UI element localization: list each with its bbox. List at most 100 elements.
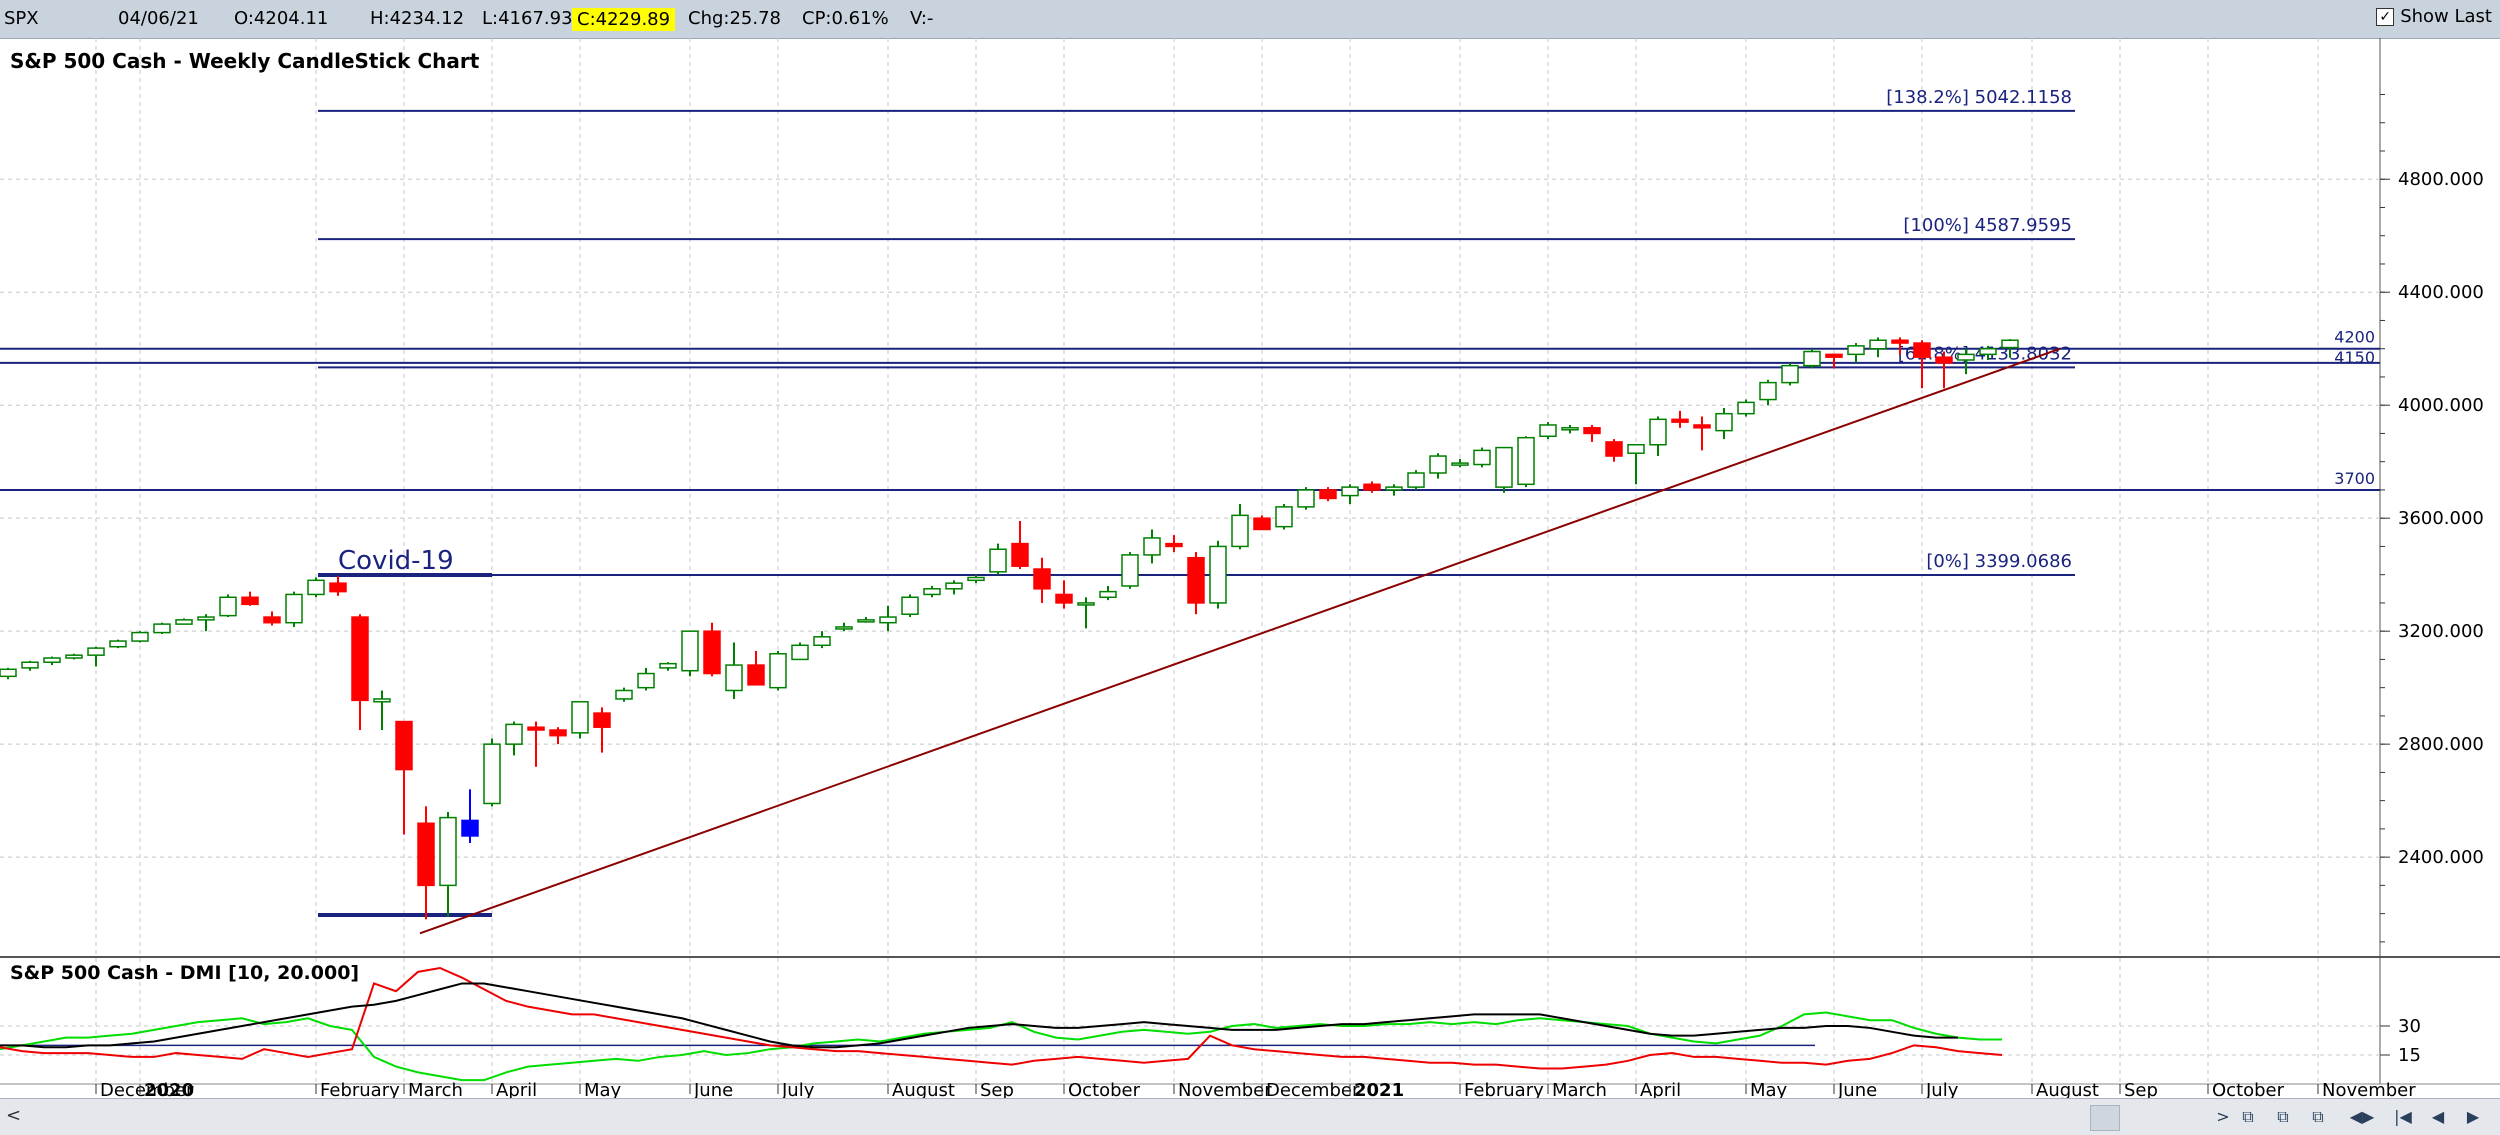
candle-body (1605, 441, 1623, 457)
candle-body (307, 579, 325, 596)
symbol-label: SPX (4, 8, 39, 29)
volume-label: V:- (910, 8, 934, 29)
scrollbar-thumb[interactable] (2090, 1105, 2120, 1131)
candle-body (1451, 462, 1469, 466)
change-pct-label: CP:0.61% (802, 8, 889, 29)
dmi-series-di-minus (0, 966, 2003, 1070)
time-tick-label: May (584, 1080, 622, 1098)
nav-button-3[interactable]: ⧉ (2312, 1107, 2324, 1126)
covid-annotation-label: Covid-19 (338, 546, 454, 576)
fib-level-label: [138.2%] 5042.1158 (1886, 87, 2072, 108)
horizontal-level-label: 4150 (2334, 348, 2375, 367)
candle-body (791, 644, 809, 661)
time-tick-label: April (496, 1080, 537, 1098)
dmi-chart-title: S&P 500 Cash - DMI [10, 20.000] (10, 962, 359, 984)
nav-button-6[interactable]: ◀ (2431, 1107, 2445, 1126)
nav-button-5[interactable]: |◀ (2394, 1107, 2412, 1126)
candle-body (637, 672, 655, 689)
nav-button-4[interactable]: ◀▶ (2349, 1107, 2375, 1126)
candle-body (1693, 424, 1711, 429)
chart-canvas[interactable]: [138.2%] 5042.1158[100%] 4587.9595[61.8%… (0, 38, 2500, 1098)
price-tick-label: 4800.000 (2398, 169, 2484, 190)
candle-body (681, 630, 699, 672)
low-label: L:4167.93 (482, 8, 573, 29)
change-label: Chg:25.78 (688, 8, 781, 29)
price-tick-label: 2400.000 (2398, 847, 2484, 868)
candle-body (967, 576, 985, 582)
price-tick-label: 2800.000 (2398, 734, 2484, 755)
time-tick-label: 2021 (1354, 1080, 1404, 1098)
candle-body (241, 596, 259, 606)
time-tick-label: March (408, 1080, 463, 1098)
candle-body (769, 653, 787, 689)
candle-body (1033, 568, 1051, 590)
time-tick-label: November (1178, 1080, 1272, 1098)
candle-body (87, 647, 105, 656)
candle-body (1737, 401, 1755, 415)
main-chart-title: S&P 500 Cash - Weekly CandleStick Chart (10, 49, 480, 73)
time-tick-label: November (2322, 1080, 2416, 1098)
show-last-toggle[interactable]: ✓ Show Last (2376, 6, 2492, 27)
nav-button-7[interactable]: ▶ (2466, 1107, 2480, 1126)
candle-body (813, 636, 831, 647)
candle-body (461, 819, 479, 837)
candle-body (1429, 455, 1447, 474)
candle-body (439, 816, 457, 887)
time-tick-label: February (1464, 1080, 1544, 1098)
time-tick-label: June (1837, 1080, 1877, 1098)
candle-body (1011, 542, 1029, 567)
candle-body (1385, 486, 1403, 491)
dmi-tick-label: 15 (2398, 1045, 2421, 1066)
candle-body (1627, 443, 1645, 454)
candle-body (131, 631, 149, 642)
scroll-right-arrow[interactable]: > (2216, 1107, 2230, 1126)
time-tick-label: May (1750, 1080, 1788, 1098)
candle-body (1143, 537, 1161, 556)
candle-body (1935, 356, 1953, 364)
candle-body (1077, 602, 1095, 606)
nav-button-2[interactable]: ⧉ (2277, 1107, 2289, 1126)
time-tick-label: April (1640, 1080, 1681, 1098)
candle-body (505, 723, 523, 745)
nav-button-1[interactable]: ⧉ (2242, 1107, 2254, 1126)
candle-body (1187, 556, 1205, 604)
candle-body (153, 623, 171, 634)
candle-body (703, 630, 721, 675)
candle-body (1671, 418, 1689, 423)
date-label: 04/06/21 (118, 8, 199, 29)
candle-body (417, 822, 435, 887)
candle-body (219, 596, 237, 617)
candle-body (1759, 381, 1777, 401)
price-tick-label: 4000.000 (2398, 395, 2484, 416)
candle-body (1231, 514, 1249, 548)
scroll-left-arrow[interactable]: < (6, 1105, 22, 1126)
close-label: C:4229.89 (572, 8, 676, 31)
time-tick-label: Sep (980, 1080, 1014, 1098)
candle-body (1319, 489, 1337, 500)
candle-body (1715, 412, 1733, 432)
fib-level-label: [0%] 3399.0686 (1926, 551, 2072, 572)
candle-body (43, 657, 61, 663)
candle-body (1891, 339, 1909, 344)
show-last-checkbox[interactable]: ✓ (2376, 7, 2395, 26)
candle-body (175, 619, 193, 625)
uptrend-line (419, 347, 2061, 935)
candle-body (989, 548, 1007, 573)
candle-body (1275, 506, 1293, 528)
candle-body (945, 582, 963, 590)
price-tick-label: 4400.000 (2398, 282, 2484, 303)
candle-body (1209, 545, 1227, 604)
dmi-tick-label: 30 (2398, 1016, 2421, 1037)
candle-body (1297, 489, 1315, 508)
time-tick-label: July (1925, 1080, 1959, 1098)
time-tick-label: Sep (2124, 1080, 2158, 1098)
candle-body (1495, 446, 1513, 488)
price-tick-label: 3600.000 (2398, 508, 2484, 529)
candle-body (1913, 342, 1931, 358)
candle-body (615, 689, 633, 700)
time-tick-label: March (1552, 1080, 1607, 1098)
time-tick-label: October (1068, 1080, 1141, 1098)
candle-body (527, 726, 545, 731)
candle-body (1517, 436, 1535, 486)
candle-body (593, 712, 611, 728)
